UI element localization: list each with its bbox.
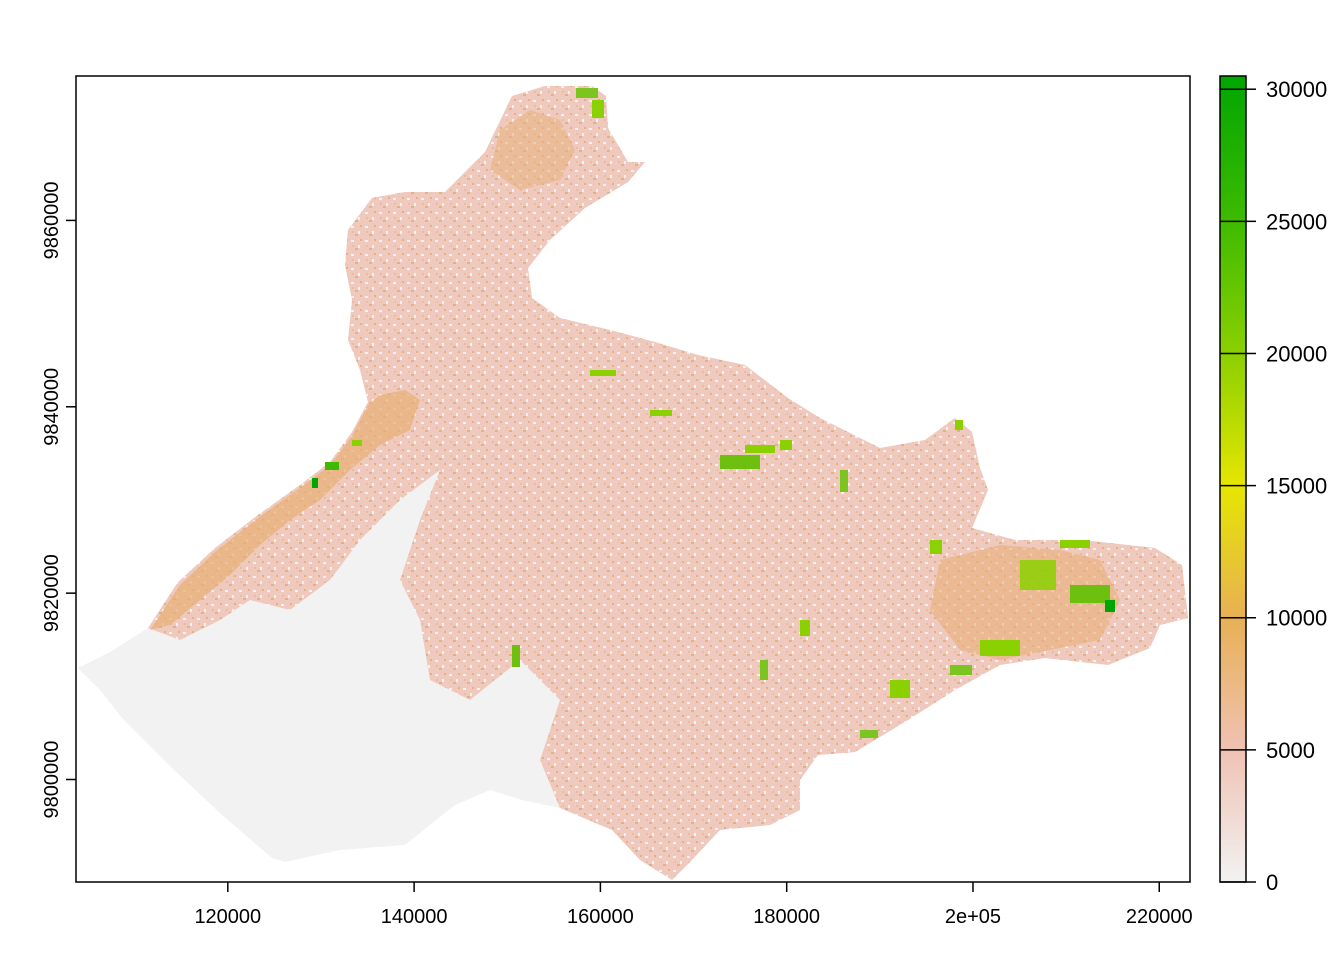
hotspot xyxy=(780,440,792,450)
y-tick-label: 9860000 xyxy=(41,181,63,259)
hotspot xyxy=(720,455,760,469)
hotspot xyxy=(1105,600,1115,612)
legend-tick-label: 10000 xyxy=(1266,606,1327,631)
hotspot xyxy=(592,100,604,118)
hotspot xyxy=(352,440,362,446)
hotspot xyxy=(745,445,775,453)
x-tick-label: 220000 xyxy=(1126,906,1193,928)
x-tick-label: 140000 xyxy=(381,906,448,928)
region-orange-north xyxy=(490,110,575,190)
hotspot xyxy=(860,730,878,738)
x-tick-label: 2e+05 xyxy=(945,906,1001,928)
hotspot xyxy=(590,370,616,376)
x-tick-label: 180000 xyxy=(753,906,820,928)
plot-frame xyxy=(75,75,1191,883)
hotspot xyxy=(800,620,810,636)
hotspot xyxy=(576,88,598,98)
hotspot xyxy=(760,660,768,680)
hotspot xyxy=(1060,540,1090,548)
legend-ticks: 0 5000 10000 15000 20000 25000 30000 xyxy=(1220,77,1327,895)
hotspot xyxy=(650,410,672,416)
hotspot xyxy=(890,680,910,698)
legend-tick-label: 20000 xyxy=(1266,341,1327,366)
hotspot xyxy=(312,478,318,488)
hotspot xyxy=(930,540,942,554)
region-colored-band xyxy=(148,86,1188,880)
legend-tick-label: 0 xyxy=(1266,870,1278,895)
hotspot xyxy=(980,640,1020,656)
hotspot xyxy=(512,645,520,667)
x-axis: 120000 140000 160000 180000 2e+05 220000 xyxy=(194,882,1193,928)
x-tick-label: 120000 xyxy=(194,906,261,928)
legend-color-bar xyxy=(1219,75,1247,883)
high-value-hotspots xyxy=(312,88,1115,738)
y-axis: 9800000 9820000 9840000 9860000 xyxy=(41,181,76,818)
legend-tick-label: 5000 xyxy=(1266,738,1315,763)
legend-tick-label: 30000 xyxy=(1266,77,1327,102)
y-tick-label: 9820000 xyxy=(41,554,63,632)
x-tick-label: 160000 xyxy=(567,906,634,928)
y-tick-label: 9840000 xyxy=(41,368,63,446)
hotspot xyxy=(325,462,339,470)
hotspot xyxy=(1070,585,1110,603)
legend-tick-label: 15000 xyxy=(1266,474,1327,499)
color-legend: 0 5000 10000 15000 20000 25000 30000 xyxy=(1219,75,1327,895)
hotspot xyxy=(950,665,972,675)
y-tick-label: 9800000 xyxy=(41,741,63,819)
hotspot xyxy=(1020,560,1056,590)
hotspot xyxy=(840,470,848,492)
region-orange-west-strip xyxy=(150,390,420,630)
raster-region xyxy=(78,86,1188,880)
region-orange-east xyxy=(930,545,1120,660)
hotspot xyxy=(955,420,963,430)
legend-tick-label: 25000 xyxy=(1266,209,1327,234)
